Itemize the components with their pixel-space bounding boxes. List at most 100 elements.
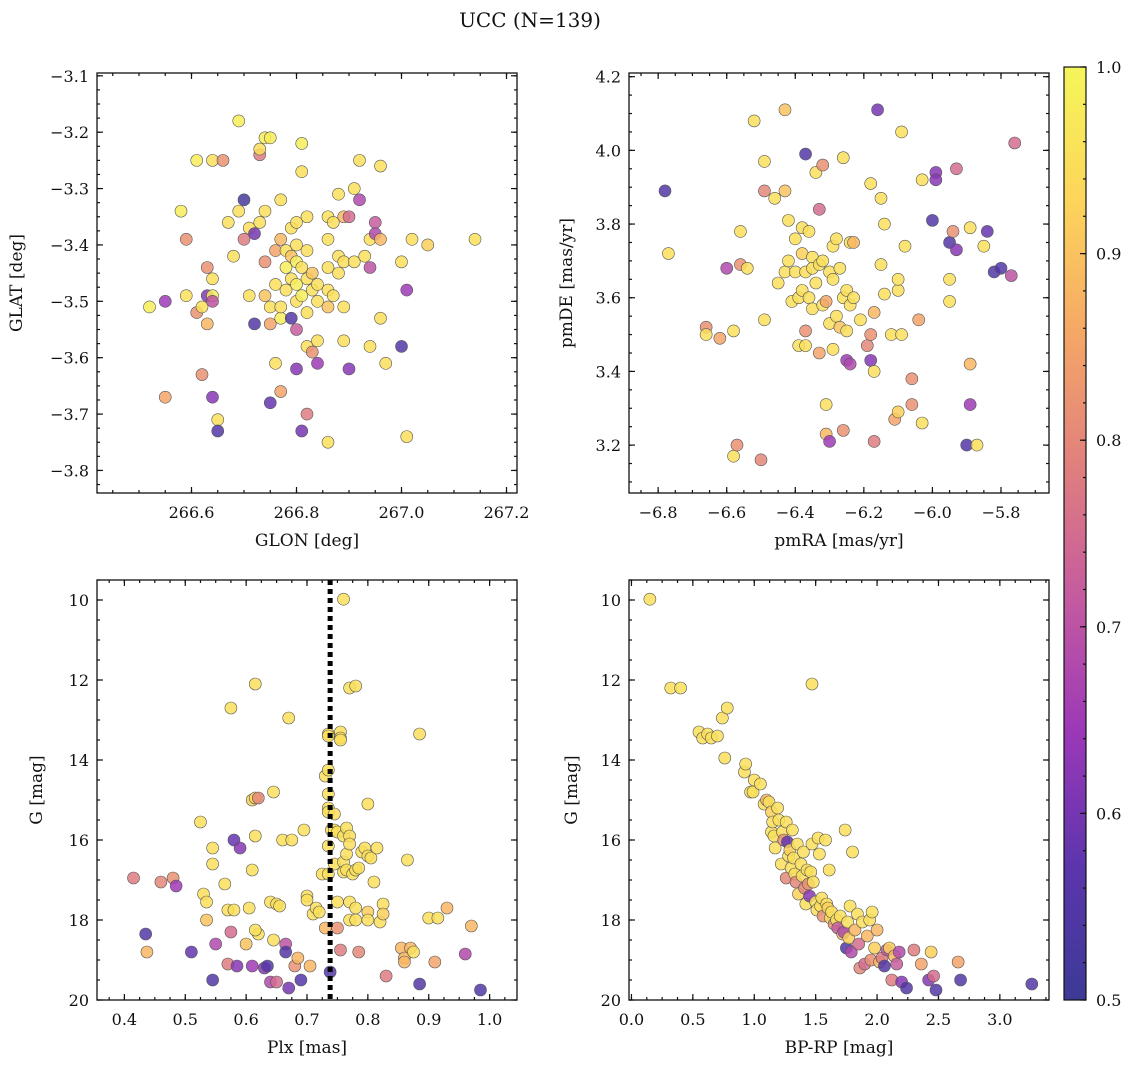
scatter-point xyxy=(860,339,874,352)
scatter-point xyxy=(954,973,967,987)
scatter-point xyxy=(662,247,675,260)
x-tick-label: 0.5 xyxy=(173,1010,198,1029)
scatter-point xyxy=(253,142,267,156)
scatter-point xyxy=(233,841,247,855)
y-tick-label: 3.4 xyxy=(596,362,621,381)
scatter-point xyxy=(224,701,238,715)
x-axis-label: BP-RP [mag] xyxy=(785,1038,894,1058)
axes-frame xyxy=(96,579,518,1001)
scatter-point xyxy=(943,273,956,286)
scatter-point xyxy=(878,959,891,973)
scatter-point xyxy=(295,261,309,274)
scatter-point xyxy=(252,791,265,805)
scatter-point xyxy=(878,287,891,301)
y-tick-label: −3.5 xyxy=(50,292,89,311)
scatter-point xyxy=(431,911,445,925)
y-tick-label: −3.6 xyxy=(50,349,89,368)
scatter-point xyxy=(342,362,356,376)
scatter-point xyxy=(169,879,183,893)
scatter-point xyxy=(290,216,303,229)
scatter-point xyxy=(946,225,960,238)
scatter-point xyxy=(898,239,912,253)
scatter-point xyxy=(891,273,905,286)
scatter-point xyxy=(303,959,317,973)
scatter-point xyxy=(867,306,881,319)
scatter-point xyxy=(421,238,435,252)
scatter-point xyxy=(864,177,878,190)
x-tick-label: 0.5 xyxy=(680,1010,705,1029)
x-tick-label: 1.0 xyxy=(742,1010,767,1029)
scatter-point xyxy=(179,233,193,246)
scatter-point xyxy=(361,913,375,927)
scatter-point xyxy=(740,261,754,275)
scatter-point xyxy=(374,311,387,325)
scatter-point xyxy=(263,396,277,410)
scatter-point xyxy=(474,983,487,997)
scatter-point xyxy=(285,833,299,847)
scatter-point xyxy=(711,729,724,743)
scatter-point xyxy=(200,895,213,909)
scatter-point xyxy=(788,232,802,246)
scatter-point xyxy=(242,289,256,302)
scatter-point xyxy=(878,217,891,231)
x-tick-label: −6.6 xyxy=(707,503,746,522)
x-tick-label: −6.4 xyxy=(776,503,815,522)
scatter-point xyxy=(799,147,812,161)
scatter-point xyxy=(846,845,859,859)
axes-frame xyxy=(96,72,518,494)
colorbar-tick-label: 0.9 xyxy=(1096,245,1121,264)
y-tick-label: 16 xyxy=(601,831,621,850)
scatter-point xyxy=(263,317,277,331)
scatter-point xyxy=(428,955,442,969)
scatter-point xyxy=(258,204,272,218)
scatter-point xyxy=(376,907,390,921)
scatter-point xyxy=(331,921,344,935)
scatter-point xyxy=(239,937,253,951)
y-tick-label: 14 xyxy=(601,751,621,770)
scatter-points xyxy=(658,103,1022,467)
scatter-point xyxy=(295,165,309,178)
scatter-point xyxy=(812,346,826,360)
scatter-point xyxy=(843,357,857,371)
y-tick-label: 4.2 xyxy=(596,68,621,87)
scatter-point xyxy=(290,238,303,252)
scatter-point xyxy=(248,677,262,691)
scatter-point xyxy=(300,210,314,224)
y-tick-label: 3.8 xyxy=(596,215,621,234)
scatter-points xyxy=(643,592,1039,997)
y-tick-label: 12 xyxy=(69,671,89,690)
scatter-point xyxy=(778,184,792,198)
scatter-point xyxy=(844,945,858,959)
scatter-point xyxy=(312,905,326,919)
scatter-point xyxy=(282,711,296,725)
scatter-point xyxy=(874,258,888,271)
scatter-point xyxy=(868,941,881,955)
x-tick-label: 0.8 xyxy=(355,1010,380,1029)
scatter-point xyxy=(860,929,874,943)
scatter-point xyxy=(274,385,288,398)
scatter-point xyxy=(343,837,356,851)
scatter-point xyxy=(347,182,361,195)
scatter-point xyxy=(209,937,222,951)
scatter-point xyxy=(263,131,277,145)
scatter-point xyxy=(139,927,152,941)
scatter-point xyxy=(768,191,782,205)
scatter-point xyxy=(279,261,293,274)
scatter-point xyxy=(914,957,928,971)
scatter-point xyxy=(185,945,198,959)
scatter-point xyxy=(248,317,261,331)
scatter-point xyxy=(294,973,308,987)
scatter-point xyxy=(195,368,209,381)
scatter-point xyxy=(311,295,324,308)
x-tick-label: −5.8 xyxy=(982,503,1021,522)
scatter-point xyxy=(374,159,387,173)
scatter-points xyxy=(143,114,482,449)
scatter-point xyxy=(158,390,172,404)
scatter-point xyxy=(326,289,340,302)
scatter-point xyxy=(342,210,356,224)
scatter-point xyxy=(819,295,833,308)
scatter-point xyxy=(224,925,238,939)
x-tick-label: 0.0 xyxy=(619,1010,644,1029)
scatter-point xyxy=(331,895,344,909)
scatter-point xyxy=(848,923,862,937)
